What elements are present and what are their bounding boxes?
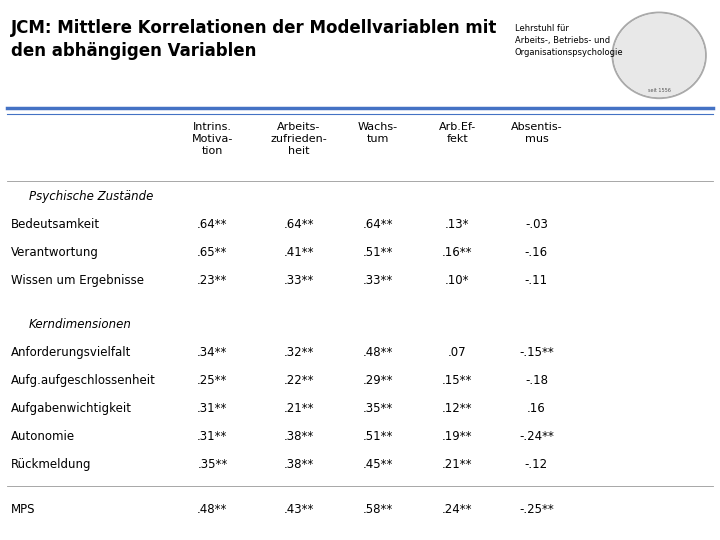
- Text: -.12: -.12: [525, 458, 548, 471]
- Text: Absentis-
mus: Absentis- mus: [510, 122, 562, 144]
- Text: .34**: .34**: [197, 346, 228, 359]
- Text: Wissen um Ergebnisse: Wissen um Ergebnisse: [11, 274, 144, 287]
- Text: Arb.Ef-
fekt: Arb.Ef- fekt: [438, 122, 476, 144]
- Text: .19**: .19**: [442, 430, 472, 443]
- Text: Intrins.
Motiva-
tion: Intrins. Motiva- tion: [192, 122, 233, 156]
- Text: .31**: .31**: [197, 430, 228, 443]
- Text: -.25**: -.25**: [519, 503, 554, 516]
- Text: -.16: -.16: [525, 246, 548, 259]
- Text: -.18: -.18: [525, 374, 548, 387]
- Text: Arbeits-
zufrieden-
heit: Arbeits- zufrieden- heit: [271, 122, 327, 156]
- Text: .15**: .15**: [442, 374, 472, 387]
- Text: Rückmeldung: Rückmeldung: [11, 458, 91, 471]
- Text: .24**: .24**: [442, 503, 472, 516]
- Text: .43**: .43**: [284, 503, 314, 516]
- Text: .41**: .41**: [284, 246, 314, 259]
- Text: .64**: .64**: [284, 218, 314, 231]
- Text: .65**: .65**: [197, 246, 228, 259]
- Text: .16**: .16**: [442, 246, 472, 259]
- Text: .25**: .25**: [197, 374, 228, 387]
- Text: JCM: Mittlere Korrelationen der Modellvariablen mit
den abhängigen Variablen: JCM: Mittlere Korrelationen der Modellva…: [11, 19, 498, 60]
- Text: .64**: .64**: [197, 218, 228, 231]
- Text: .35**: .35**: [363, 402, 393, 415]
- Text: Wachs-
tum: Wachs- tum: [358, 122, 398, 144]
- Text: .31**: .31**: [197, 402, 228, 415]
- Text: Aufg.aufgeschlossenheit: Aufg.aufgeschlossenheit: [11, 374, 156, 387]
- Text: .45**: .45**: [363, 458, 393, 471]
- Text: .64**: .64**: [363, 218, 393, 231]
- Text: .21**: .21**: [284, 402, 314, 415]
- Text: .32**: .32**: [284, 346, 314, 359]
- Text: .07: .07: [448, 346, 467, 359]
- Text: .51**: .51**: [363, 430, 393, 443]
- Text: Psychische Zustände: Psychische Zustände: [29, 190, 153, 203]
- Text: .12**: .12**: [442, 402, 472, 415]
- Text: -.11: -.11: [525, 274, 548, 287]
- Text: .38**: .38**: [284, 458, 314, 471]
- Text: .10*: .10*: [445, 274, 469, 287]
- Text: .16: .16: [527, 402, 546, 415]
- Text: .22**: .22**: [284, 374, 314, 387]
- Text: .21**: .21**: [442, 458, 472, 471]
- Text: .48**: .48**: [363, 346, 393, 359]
- Text: -.24**: -.24**: [519, 430, 554, 443]
- Text: Kerndimensionen: Kerndimensionen: [29, 318, 132, 330]
- Text: MPS: MPS: [11, 503, 35, 516]
- Text: .29**: .29**: [363, 374, 393, 387]
- Text: seit 1556: seit 1556: [648, 88, 670, 93]
- Text: .51**: .51**: [363, 246, 393, 259]
- Text: .33**: .33**: [284, 274, 314, 287]
- Text: -.03: -.03: [525, 218, 548, 231]
- Text: .13*: .13*: [445, 218, 469, 231]
- Text: Autonomie: Autonomie: [11, 430, 75, 443]
- Text: .33**: .33**: [363, 274, 393, 287]
- Text: Anforderungsvielfalt: Anforderungsvielfalt: [11, 346, 131, 359]
- Text: .35**: .35**: [197, 458, 228, 471]
- Text: .48**: .48**: [197, 503, 228, 516]
- Text: Lehrstuhl für
Arbeits-, Betriebs- und
Organisationspsychologie: Lehrstuhl für Arbeits-, Betriebs- und Or…: [515, 24, 624, 57]
- Text: Aufgabenwichtigkeit: Aufgabenwichtigkeit: [11, 402, 132, 415]
- Text: Verantwortung: Verantwortung: [11, 246, 99, 259]
- Text: -.15**: -.15**: [519, 346, 554, 359]
- Text: Bedeutsamkeit: Bedeutsamkeit: [11, 218, 100, 231]
- Text: .58**: .58**: [363, 503, 393, 516]
- Circle shape: [613, 14, 705, 97]
- Text: .38**: .38**: [284, 430, 314, 443]
- Text: .23**: .23**: [197, 274, 228, 287]
